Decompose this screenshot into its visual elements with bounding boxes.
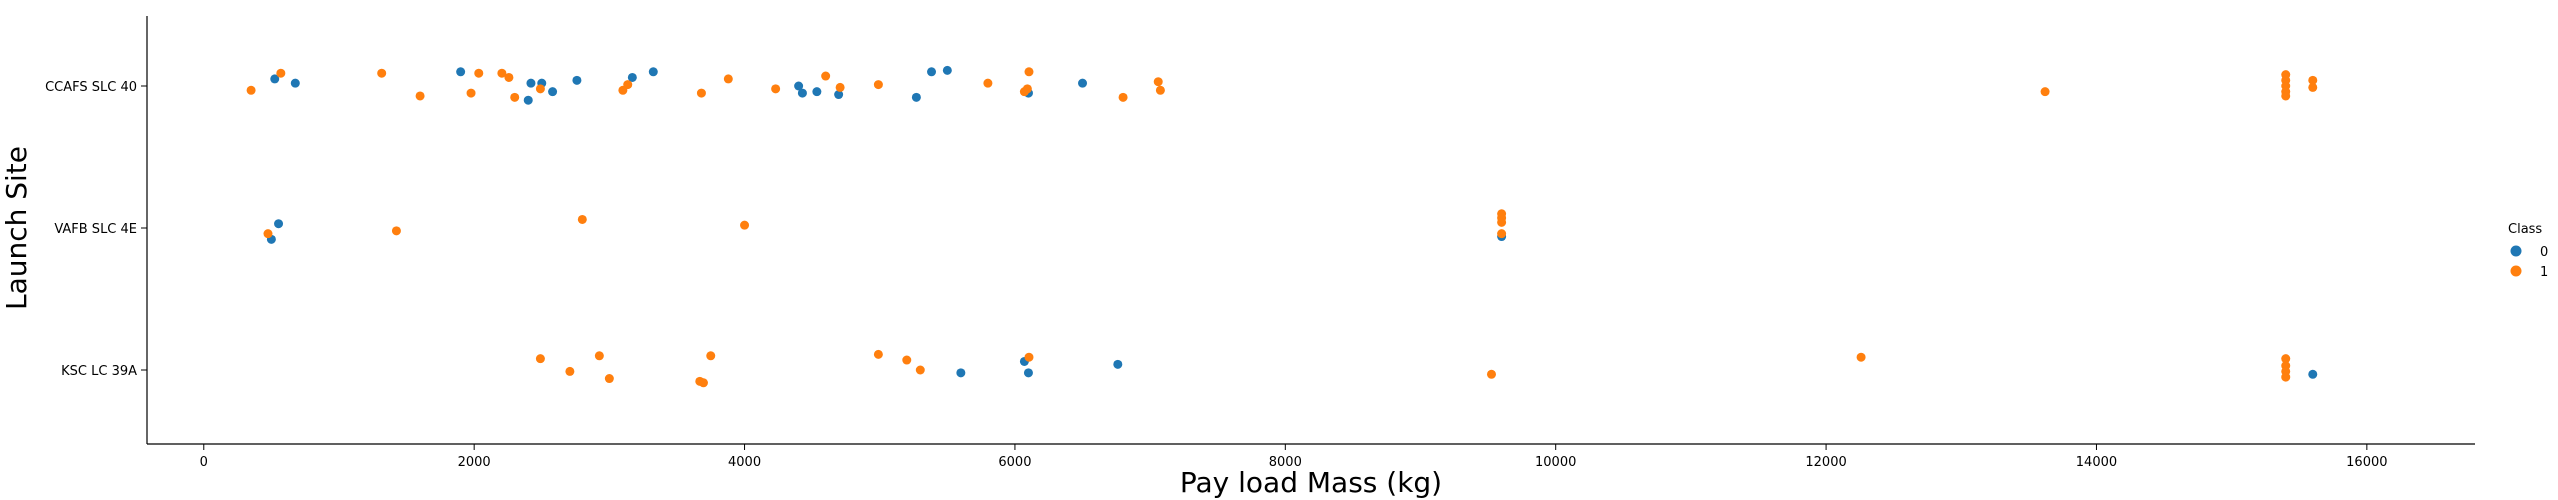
data-point: [2281, 372, 2291, 382]
legend-entries: 01: [2510, 245, 2548, 280]
data-point: [1113, 359, 1123, 369]
data-point: [270, 74, 280, 84]
data-point: [915, 365, 925, 375]
y-axis-title: Launch Site: [0, 146, 33, 310]
y-ticks: CCAFS SLC 40 VAFB SLC 4E KSC LC 39A: [45, 80, 147, 379]
data-point: [466, 88, 476, 98]
legend: Class 01: [2508, 222, 2548, 280]
axes: [146, 16, 2475, 445]
data-point: [942, 65, 952, 75]
data-point: [1155, 85, 1165, 95]
data-point: [821, 71, 831, 81]
data-point: [1856, 352, 1866, 362]
x-tick-label: 8000: [1269, 455, 1302, 470]
data-point: [2308, 369, 2318, 379]
data-point: [1078, 78, 1088, 88]
data-point: [526, 78, 536, 88]
data-point: [577, 214, 587, 224]
data-point: [2040, 87, 2050, 97]
data-point: [983, 78, 993, 88]
data-point: [2308, 75, 2318, 85]
x-axis-title: Pay load Mass (kg): [1180, 466, 1442, 499]
data-point: [1023, 368, 1033, 378]
data-point: [594, 351, 604, 361]
data-point: [812, 87, 822, 97]
data-point: [377, 68, 387, 78]
data-point: [794, 81, 804, 91]
data-point: [627, 72, 637, 82]
x-tick-label: 2000: [458, 455, 491, 470]
data-point: [535, 354, 545, 364]
x-ticks: 0 2000 4000 6000 8000 10000 12000 14000 16000: [200, 444, 2388, 470]
data-point: [834, 90, 844, 100]
data-point: [246, 85, 256, 95]
x-tick-label: 4000: [728, 455, 761, 470]
data-point: [1153, 77, 1163, 87]
data-point: [927, 67, 937, 77]
data-point: [415, 91, 425, 101]
legend-marker: [2510, 265, 2522, 277]
data-point: [623, 80, 633, 90]
data-point: [873, 349, 883, 359]
data-point: [497, 68, 507, 78]
data-point: [523, 95, 533, 105]
y-tick-label: KSC LC 39A: [61, 364, 137, 379]
data-point: [1024, 67, 1034, 77]
data-point: [1497, 229, 1507, 239]
legend-marker: [2510, 245, 2522, 257]
data-point: [648, 67, 658, 77]
x-tick-label: 6000: [998, 455, 1031, 470]
data-point: [290, 78, 300, 88]
data-point: [565, 366, 575, 376]
data-point: [873, 80, 883, 90]
data-point: [276, 68, 286, 78]
legend-label: 0: [2540, 245, 2548, 260]
data-point: [263, 229, 273, 239]
data-point: [474, 68, 484, 78]
y-tick-label: VAFB SLC 4E: [54, 222, 137, 237]
data-point: [706, 351, 716, 361]
data-point: [698, 378, 708, 388]
data-point: [696, 88, 706, 98]
data-point: [604, 374, 614, 384]
data-point: [797, 88, 807, 98]
data-point: [504, 72, 514, 82]
data-point: [771, 84, 781, 94]
x-tick-label: 12000: [1805, 455, 1846, 470]
data-point: [1022, 84, 1032, 94]
data-point: [911, 92, 921, 102]
data-point: [510, 92, 520, 102]
data-point: [2308, 82, 2318, 92]
data-point: [1118, 92, 1128, 102]
x-tick-label: 14000: [2076, 455, 2117, 470]
data-point: [572, 75, 582, 85]
data-point: [548, 87, 558, 97]
data-point: [456, 67, 466, 77]
scatter-points: [246, 65, 2318, 388]
legend-title: Class: [2508, 222, 2542, 237]
data-point: [391, 226, 401, 236]
legend-label: 1: [2540, 265, 2548, 280]
x-tick-label: 0: [200, 455, 208, 470]
data-point: [835, 82, 845, 92]
data-point: [723, 74, 733, 84]
data-point: [902, 355, 912, 365]
data-point: [1497, 217, 1507, 227]
y-tick-label: CCAFS SLC 40: [45, 80, 137, 95]
data-point: [956, 368, 966, 378]
data-point: [535, 84, 545, 94]
data-point: [274, 219, 284, 229]
data-point: [2281, 354, 2291, 364]
data-point: [1024, 352, 1034, 362]
data-point: [740, 220, 750, 230]
data-point: [1486, 369, 1496, 379]
x-tick-label: 10000: [1535, 455, 1576, 470]
data-point: [2281, 91, 2291, 101]
x-tick-label: 16000: [2346, 455, 2387, 470]
